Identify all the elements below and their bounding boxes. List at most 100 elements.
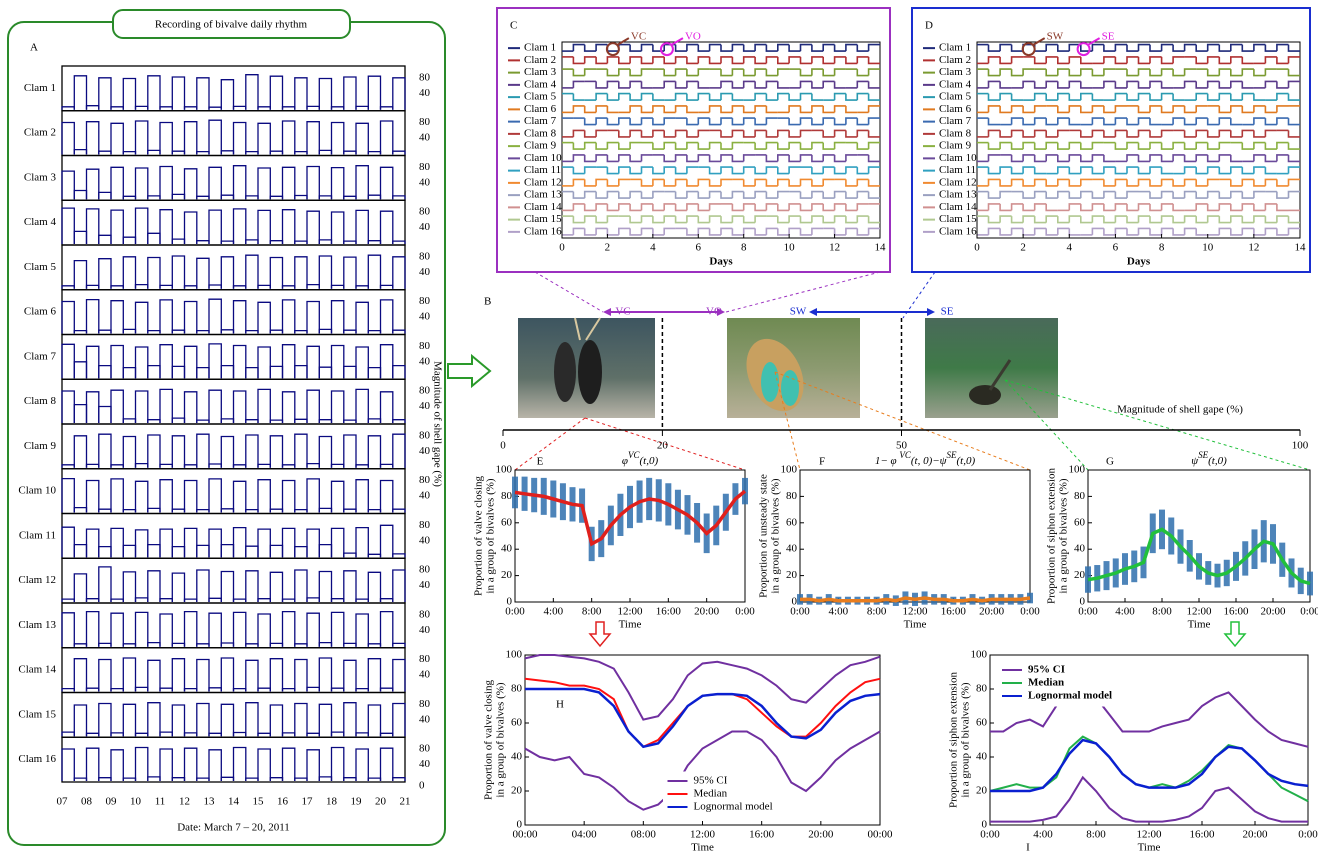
state-trace xyxy=(1080,81,1093,89)
gape-trace xyxy=(196,643,210,647)
state-trace xyxy=(697,44,710,52)
title-part: VC xyxy=(899,450,911,460)
state-trace xyxy=(1218,227,1231,235)
state-trace xyxy=(777,43,790,52)
gape-trace xyxy=(159,748,173,781)
x-tick-label: 20:00 xyxy=(808,829,834,841)
state-trace xyxy=(856,203,869,211)
x-axis-label: Time xyxy=(1188,619,1211,631)
gape-trace xyxy=(379,598,394,602)
state-trace xyxy=(867,117,880,125)
x-tick-label: 12:00 xyxy=(690,829,716,841)
state-trace xyxy=(708,179,721,187)
row-label: Clam 3 xyxy=(524,66,557,78)
row-label: Clam 16 xyxy=(18,753,56,765)
state-trace xyxy=(987,142,1001,150)
state-trace xyxy=(987,69,1001,77)
state-trace xyxy=(1080,203,1093,212)
state-trace xyxy=(572,216,585,224)
state-trace xyxy=(1253,43,1266,52)
y-tick-label: 100 xyxy=(506,649,523,661)
state-trace xyxy=(754,190,767,199)
gape-trace xyxy=(147,256,161,289)
y-tick-label: 60 xyxy=(976,717,988,729)
gape-trace xyxy=(379,344,394,379)
state-trace xyxy=(1080,56,1093,65)
row-label: Clam 3 xyxy=(939,66,972,78)
state-trace xyxy=(1276,228,1289,236)
state-trace xyxy=(799,129,812,137)
state-trace xyxy=(1218,129,1231,137)
state-trace xyxy=(833,215,846,223)
y-tick-label: 20 xyxy=(976,785,988,797)
state-trace xyxy=(987,44,1001,52)
state-trace xyxy=(1137,142,1150,150)
state-trace xyxy=(618,68,631,76)
gape-trace xyxy=(318,435,333,468)
gape-trace xyxy=(245,777,259,781)
gape-trace xyxy=(318,543,333,558)
state-trace xyxy=(799,56,812,65)
state-trace xyxy=(765,179,778,187)
state-trace xyxy=(697,117,710,125)
connector xyxy=(725,271,881,313)
panel-letter: A xyxy=(30,42,38,54)
y-tick-label: 40 xyxy=(976,751,988,763)
state-trace xyxy=(1010,93,1024,101)
gape-trace xyxy=(379,120,394,155)
gape-trace xyxy=(367,571,382,602)
state-trace xyxy=(742,105,756,114)
state-trace xyxy=(1206,203,1220,212)
state-trace xyxy=(987,203,1001,211)
gape-trace xyxy=(281,747,296,781)
state-trace xyxy=(1126,93,1139,101)
state-trace xyxy=(1206,215,1220,223)
gape-trace xyxy=(269,329,284,334)
gape-trace xyxy=(73,643,88,647)
gape-trace xyxy=(392,77,406,110)
state-trace xyxy=(999,190,1012,199)
state-trace xyxy=(640,130,653,138)
state-trace xyxy=(1057,216,1070,224)
state-trace xyxy=(1091,167,1104,175)
y-axis-label: Proportion of unsteady state xyxy=(758,474,770,598)
y-tick-label: 80 xyxy=(419,429,431,441)
gape-trace xyxy=(343,508,357,513)
gape-trace xyxy=(281,610,296,647)
state-trace xyxy=(1080,44,1093,52)
state-trace xyxy=(629,228,642,236)
gape-trace xyxy=(245,366,259,379)
gape-trace xyxy=(110,612,124,647)
gape-trace xyxy=(73,543,88,558)
gape-trace xyxy=(208,478,222,513)
state-trace xyxy=(856,228,869,236)
x-tick-label: 07 xyxy=(57,796,69,808)
y-tick-label: 0 xyxy=(419,780,425,792)
state-trace xyxy=(1183,43,1197,52)
state-trace xyxy=(697,81,710,89)
gape-trace xyxy=(355,687,369,692)
gape-trace xyxy=(269,658,284,692)
connector xyxy=(534,271,604,313)
x-tick-label: 4:00 xyxy=(1115,606,1135,618)
gape-trace xyxy=(330,300,345,334)
state-trace xyxy=(731,190,744,199)
state-trace xyxy=(583,130,597,138)
gape-trace xyxy=(367,150,382,155)
gape-trace xyxy=(367,194,382,200)
state-trace xyxy=(1160,203,1174,211)
y-tick-label: 80 xyxy=(419,564,431,576)
gape-trace xyxy=(85,598,100,602)
state-trace xyxy=(1103,203,1116,212)
state-trace xyxy=(856,129,869,137)
state-trace xyxy=(720,69,733,77)
gape-trace xyxy=(355,301,369,334)
state-trace xyxy=(1206,190,1220,199)
state-trace xyxy=(595,203,608,211)
state-trace xyxy=(731,68,744,76)
gape-trace xyxy=(85,610,100,647)
state-trace xyxy=(1149,80,1162,88)
gape-trace xyxy=(306,686,320,692)
x-tick-label: 21 xyxy=(400,796,411,808)
y-tick-label: 0 xyxy=(792,596,798,608)
